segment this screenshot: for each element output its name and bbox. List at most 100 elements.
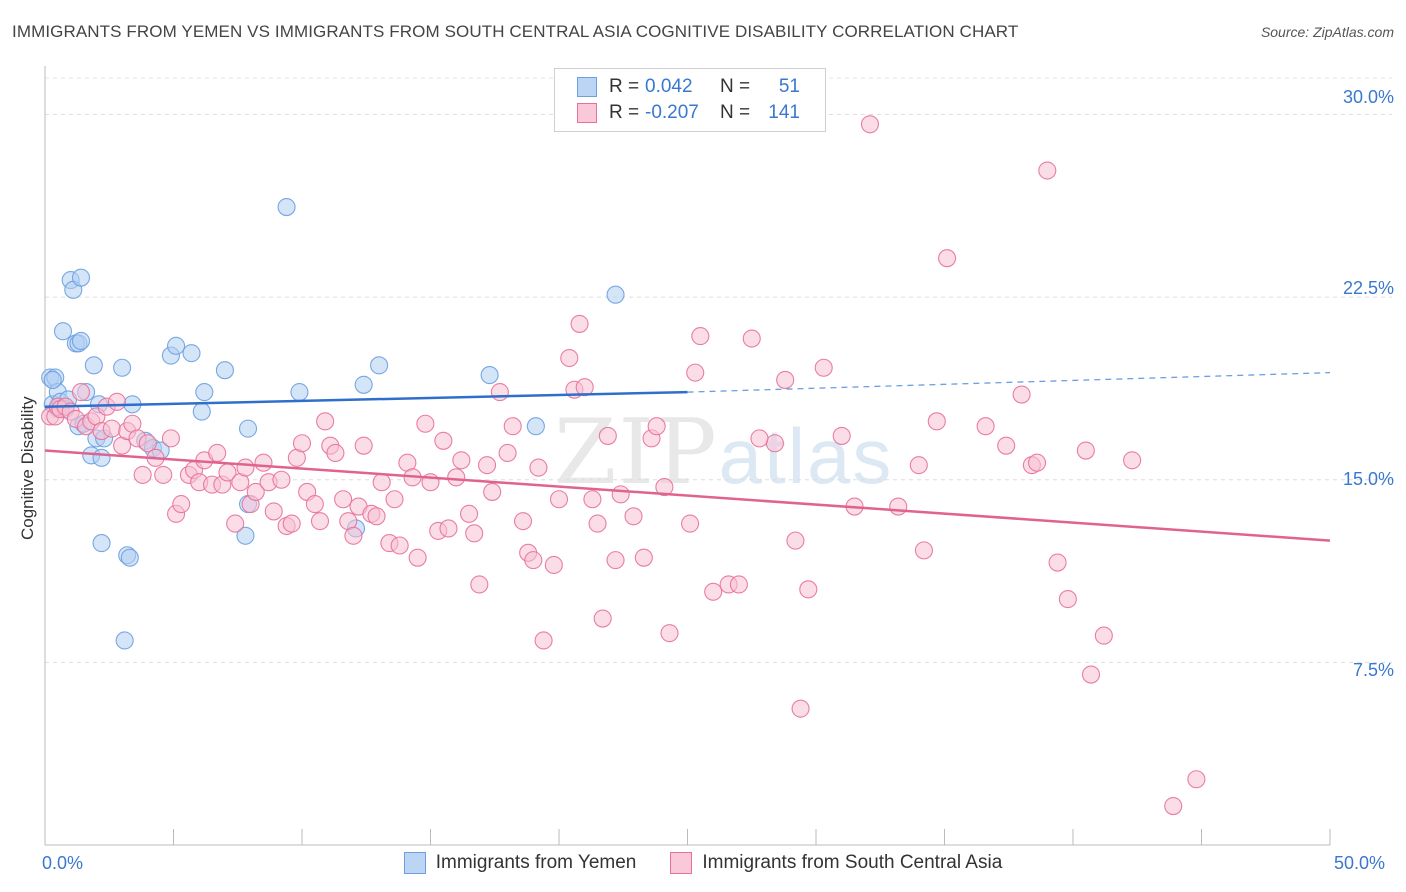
y-axis-label: Cognitive Disability <box>18 396 37 540</box>
south-central-asia-point <box>765 434 784 453</box>
south-central-asia-point <box>624 507 643 526</box>
yemen-point <box>354 375 373 394</box>
south-central-asia-point <box>776 370 795 389</box>
south-central-asia-point <box>549 490 569 509</box>
legend-swatch-blue <box>577 77 597 97</box>
south-central-asia-point <box>226 514 245 533</box>
legend-label: Immigrants from Yemen <box>435 852 637 873</box>
yemen-point <box>43 370 62 389</box>
south-central-asia-point <box>593 609 612 628</box>
south-central-asia-point <box>598 426 617 445</box>
south-central-asia-point <box>264 502 283 521</box>
south-central-asia-point <box>634 548 653 567</box>
south-central-asia-point <box>172 495 191 514</box>
south-central-asia-point <box>1048 553 1067 572</box>
legend-swatch-blue <box>403 852 426 874</box>
legend-swatch-pink <box>670 852 693 874</box>
south-central-asia-point <box>71 383 91 402</box>
stats-legend: R = 0.042 N = 51 R = -0.207 N = 141 <box>554 68 826 132</box>
legend-row-sca: R = -0.207 N = 141 <box>577 101 800 125</box>
south-central-asia-point <box>470 575 489 594</box>
south-central-asia-point <box>647 417 666 436</box>
south-central-asia-point <box>575 378 594 397</box>
series-legend: Immigrants from Yemen Immigrants from So… <box>0 852 1406 874</box>
south-central-asia-point <box>326 443 345 463</box>
r-label: R = <box>609 102 640 123</box>
x-tick-label: 50.0% <box>1334 853 1386 873</box>
south-central-asia-point <box>459 504 479 523</box>
r-value: 0.042 <box>645 76 693 97</box>
south-central-asia-point <box>750 429 769 448</box>
y-tick-label: 22.5% <box>1342 278 1394 298</box>
south-central-asia-point <box>483 482 502 501</box>
south-central-asia-point <box>832 426 851 445</box>
yemen-point <box>606 285 625 304</box>
south-central-asia-point <box>997 436 1016 455</box>
south-central-asia-point <box>138 434 157 453</box>
south-central-asia-point <box>570 314 589 333</box>
south-central-asia-point <box>208 443 227 463</box>
south-central-asia-point <box>1038 161 1057 180</box>
south-central-asia-point <box>503 417 522 436</box>
yemen-point <box>71 268 91 287</box>
watermark-atlas: atlas <box>718 412 894 500</box>
south-central-asia-point <box>154 465 173 484</box>
legend-item-south-central-asia[interactable]: Immigrants from South Central Asia <box>670 852 1002 874</box>
south-central-asia-point <box>914 541 933 560</box>
south-central-asia-point <box>246 482 265 501</box>
south-central-asia-point <box>385 490 404 509</box>
r-label: R = <box>609 76 640 97</box>
south-central-asia-point <box>161 429 180 448</box>
yemen-point <box>71 331 91 351</box>
yemen-point <box>53 322 73 341</box>
south-central-asia-point <box>452 451 471 470</box>
yemen-point <box>120 548 139 567</box>
south-central-asia-point <box>524 551 543 570</box>
south-central-asia-point <box>655 478 674 497</box>
yemen-point <box>277 198 296 217</box>
y-tick-label: 7.5% <box>1352 660 1394 680</box>
south-central-asia-point <box>354 436 373 455</box>
yemen-point <box>92 534 111 553</box>
y-tick-label: 15.0% <box>1342 469 1394 489</box>
yemen-point <box>92 448 111 467</box>
yemen-point <box>113 358 132 377</box>
south-central-asia-point <box>367 507 386 526</box>
legend-swatch-pink <box>577 103 597 123</box>
yemen-point <box>370 356 389 375</box>
south-central-asia-point <box>976 417 995 436</box>
south-central-asia-point <box>107 392 127 411</box>
source-label: Source: ZipAtlas.com <box>1260 24 1394 40</box>
south-central-asia-point <box>490 383 509 402</box>
south-central-asia-point <box>310 512 330 531</box>
south-central-asia-point <box>344 526 363 545</box>
yemen-point <box>290 383 309 402</box>
south-central-asia-point <box>786 531 805 550</box>
yemen-point <box>167 336 186 355</box>
south-central-asia-point <box>611 485 630 504</box>
south-central-asia-point <box>133 465 152 484</box>
south-central-asia-point <box>372 473 391 492</box>
south-central-asia-point <box>465 524 484 543</box>
south-central-asia-point <box>513 512 533 531</box>
south-central-asia-point <box>606 551 625 570</box>
south-central-asia-point <box>691 327 710 346</box>
yemen-point <box>215 361 234 380</box>
south-central-asia-point <box>477 456 497 475</box>
yemen-trend-extension <box>687 371 1331 393</box>
r-value: -0.207 <box>645 102 699 123</box>
south-central-asia-point <box>254 453 273 472</box>
south-central-asia-point <box>236 458 255 477</box>
south-central-asia-point <box>791 699 810 718</box>
yemen-point <box>526 417 545 436</box>
south-central-asia-point <box>102 419 121 438</box>
yemen-point <box>84 356 103 375</box>
south-central-asia-point <box>316 412 335 431</box>
n-label: N = <box>720 76 751 97</box>
south-central-asia-point <box>660 624 679 643</box>
south-central-asia-point <box>909 456 928 475</box>
yemen-trend-line <box>44 390 688 408</box>
south-central-asia-point <box>799 580 818 599</box>
legend-item-yemen[interactable]: Immigrants from Yemen <box>403 852 637 874</box>
south-central-asia-point <box>681 514 700 533</box>
